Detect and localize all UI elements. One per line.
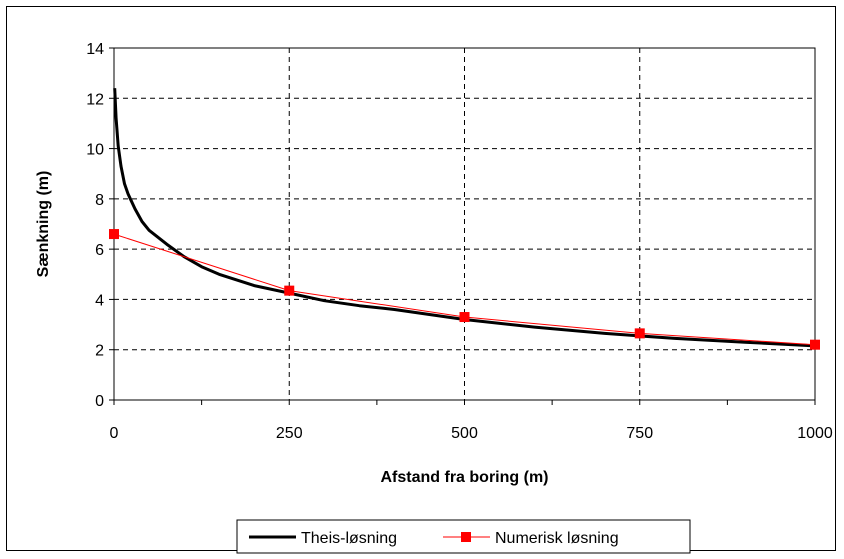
y-tick-label: 4 [95, 292, 104, 309]
y-tick-label: 10 [86, 142, 104, 159]
y-tick-label: 12 [86, 91, 104, 108]
x-tick-label: 0 [110, 425, 119, 442]
grid [114, 48, 815, 400]
y-tick-label: 6 [95, 242, 104, 259]
legend-label-theis: Theis-løsning [301, 530, 397, 547]
data-point-numerisk [459, 312, 470, 323]
legend: Theis-løsning Numerisk løsning [236, 519, 691, 554]
x-axis-title: Afstand fra boring (m) [381, 469, 549, 486]
axis-ticks: 0 2 4 6 8 10 12 14 0 250 500 750 1000 [86, 41, 833, 442]
y-tick-label: 8 [95, 192, 104, 209]
series-line-theis [113, 88, 816, 348]
x-tick-label: 750 [626, 425, 653, 442]
x-tick-label: 500 [451, 425, 478, 442]
data-point-numerisk [634, 328, 645, 339]
legend-label-numerisk: Numerisk løsning [495, 530, 619, 547]
series-layer [109, 88, 820, 350]
data-point-numerisk [810, 339, 820, 350]
chart-frame [6, 6, 836, 551]
x-tick-label: 250 [276, 425, 303, 442]
data-point-numerisk [284, 285, 295, 296]
data-point-numerisk [109, 229, 119, 240]
x-tick-label: 1000 [797, 425, 833, 442]
y-tick-label: 14 [86, 41, 104, 58]
y-tick-label: 2 [95, 343, 104, 360]
y-tick-label: 0 [95, 393, 104, 410]
legend-marker-numerisk [461, 532, 471, 542]
y-axis-title: Sænkning (m) [35, 171, 52, 278]
